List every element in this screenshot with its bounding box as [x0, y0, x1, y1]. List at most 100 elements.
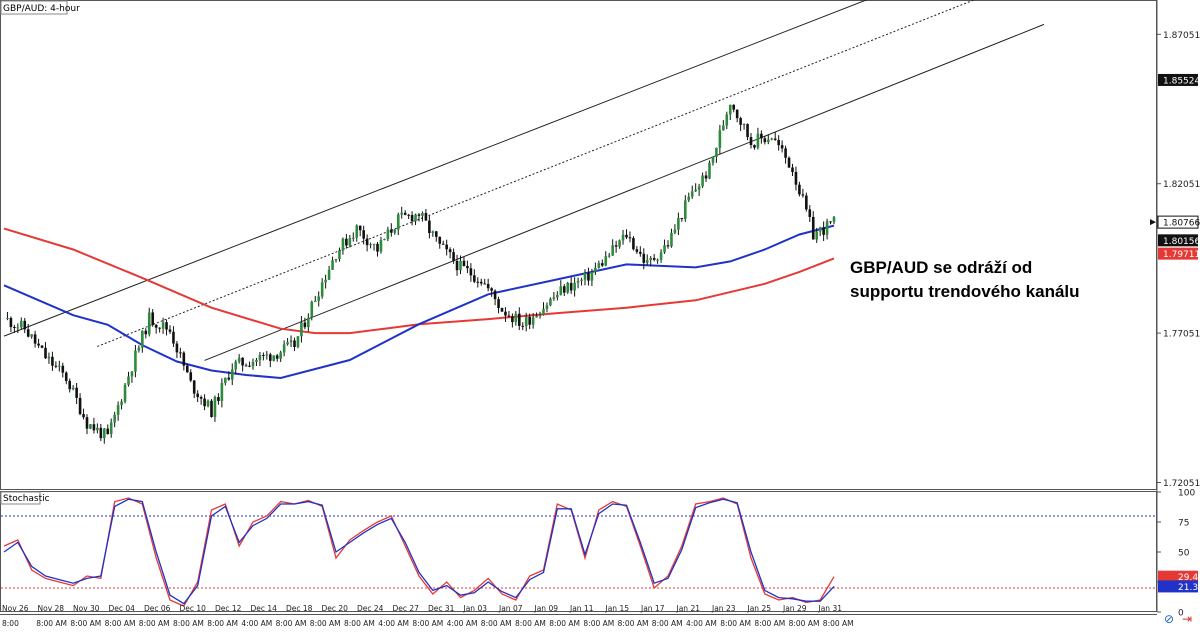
- candle-body: [379, 240, 383, 252]
- candle-body: [217, 397, 220, 402]
- candle-body: [13, 327, 16, 329]
- candle-body: [576, 280, 580, 283]
- candle-body: [400, 212, 404, 215]
- x-date-label-5: Dec 06: [144, 604, 171, 613]
- x-date-label-22: Jan 25: [747, 604, 772, 613]
- osc-title-box: [0, 491, 41, 505]
- candle-body: [30, 334, 33, 337]
- candle-body: [96, 427, 99, 431]
- candle-body: [82, 414, 85, 418]
- main-chart-title: GBP/AUD: 4-hour: [3, 4, 80, 14]
- candle-body: [597, 263, 601, 268]
- candle-body: [811, 216, 815, 240]
- candle-body: [711, 156, 715, 163]
- candle-body: [293, 340, 296, 347]
- candle-body: [728, 104, 732, 115]
- candle-body: [123, 384, 127, 402]
- x-date-label-11: Dec 24: [357, 604, 384, 613]
- candle-body: [704, 175, 708, 179]
- candle-body: [538, 314, 542, 316]
- osc-axis-label-3: 50: [1178, 549, 1190, 559]
- arrow-bar-icon[interactable]: ⇥: [1182, 612, 1193, 626]
- candle-body: [583, 273, 587, 280]
- candle-body: [230, 369, 234, 380]
- candle-body: [58, 365, 61, 367]
- candle-body: [296, 336, 300, 347]
- candle-body: [521, 325, 525, 327]
- candle-body: [659, 252, 663, 260]
- candle-body: [44, 347, 47, 359]
- channel-middle-line: [97, 0, 976, 347]
- candle-body: [476, 281, 480, 283]
- candle-body: [289, 340, 293, 343]
- candle-body: [462, 260, 466, 266]
- candle-body: [6, 317, 9, 319]
- candle-body: [434, 231, 438, 237]
- main-plot-frame: [0, 0, 1157, 490]
- candle-body: [224, 377, 227, 383]
- candle-body: [466, 265, 469, 269]
- candle-body: [773, 138, 777, 140]
- candle-body: [424, 212, 428, 221]
- candle-body: [718, 130, 722, 148]
- candle-body: [327, 269, 331, 280]
- candle-body: [47, 356, 51, 359]
- candle-body: [134, 350, 137, 372]
- candle-body: [825, 221, 829, 235]
- x-date-label-16: Jan 09: [534, 604, 559, 613]
- candle-body: [255, 359, 258, 362]
- osc-axis-label-1: 100: [1178, 489, 1195, 499]
- candle-body: [787, 157, 791, 168]
- candle-body: [694, 189, 697, 192]
- candle-body: [749, 137, 753, 146]
- candle-body: [317, 296, 321, 301]
- candle-body: [279, 352, 282, 359]
- candle-body: [158, 327, 161, 329]
- candle-body: [199, 397, 203, 399]
- candle-body: [628, 237, 632, 239]
- candle-body: [815, 231, 819, 240]
- candle-body: [338, 250, 341, 259]
- candle-body: [549, 298, 552, 306]
- candle-body: [756, 133, 760, 148]
- candle-body: [784, 148, 787, 158]
- candle-body: [26, 329, 30, 337]
- candle-body: [185, 365, 189, 373]
- candle-body: [511, 316, 514, 323]
- x-time-label-6: 8:00 AM: [173, 619, 204, 628]
- candle-body: [54, 365, 58, 367]
- moving-average-line-2: [3, 224, 835, 380]
- candle-body: [611, 245, 614, 256]
- candle-body: [85, 417, 89, 429]
- x-time-label-18: 8:00 AM: [583, 619, 614, 628]
- candle-body: [341, 238, 345, 251]
- x-time-label-23: 8:00 AM: [754, 619, 785, 628]
- osc-value-box-1: [1158, 570, 1198, 583]
- candle-body: [483, 283, 487, 285]
- link-icon[interactable]: ⊘: [1164, 612, 1175, 626]
- x-time-label-16: 8:00 AM: [515, 619, 546, 628]
- osc-axis-label-2: 75: [1178, 519, 1189, 529]
- annotation-text: GBP/AUD se odráží od supportu trendového…: [850, 256, 1080, 304]
- channel-lower-line: [204, 23, 1045, 361]
- candle-body: [459, 260, 462, 271]
- candle-body: [19, 320, 23, 328]
- candle-body: [172, 331, 175, 344]
- candle-body: [469, 268, 473, 276]
- candle-body: [753, 145, 756, 148]
- candle-body: [635, 249, 639, 252]
- candle-body: [16, 327, 20, 329]
- candle-body: [542, 308, 545, 315]
- x-date-label-12: Dec 27: [393, 604, 420, 613]
- candle-body: [362, 230, 365, 239]
- candle-body: [127, 376, 130, 385]
- candle-body: [645, 259, 649, 263]
- candle-body: [206, 400, 210, 407]
- candle-body: [51, 356, 54, 366]
- candle-body: [760, 133, 763, 139]
- candle-body: [452, 252, 455, 261]
- price-marker-arrow: [1150, 219, 1156, 226]
- candle-body: [670, 232, 673, 247]
